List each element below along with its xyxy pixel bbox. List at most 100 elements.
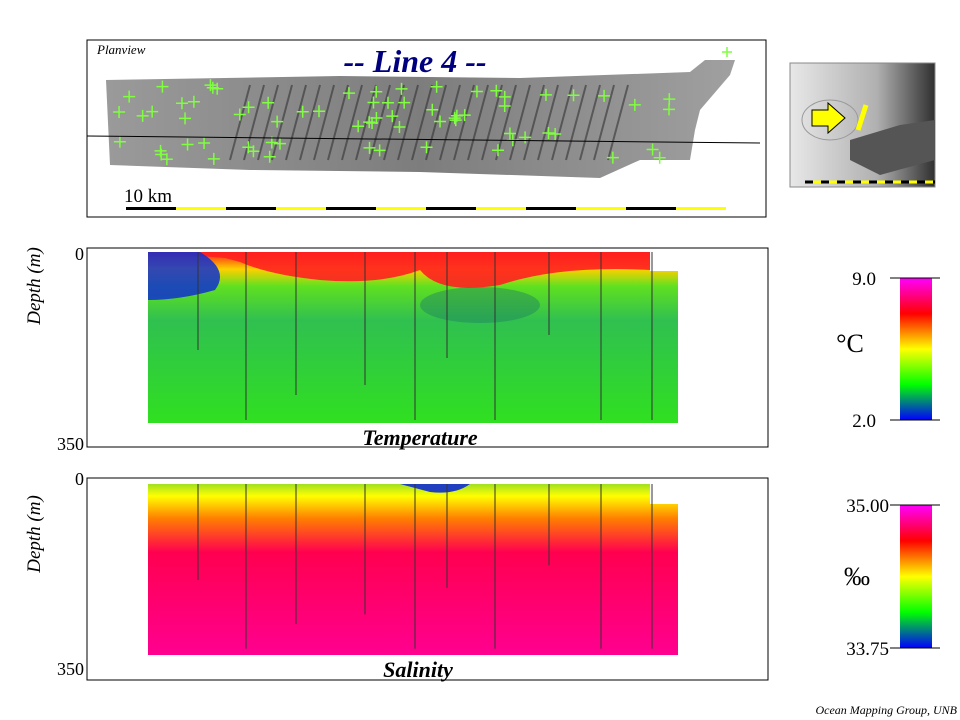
station — [470, 85, 483, 98]
inset-line — [855, 104, 869, 131]
station — [179, 112, 192, 125]
station — [539, 88, 552, 101]
scale-segment — [126, 207, 176, 210]
station — [156, 80, 169, 93]
station — [367, 96, 380, 109]
station — [262, 96, 275, 109]
y-tick-label: 350 — [57, 434, 84, 454]
ridge — [397, 84, 419, 161]
y-tick-label: 0 — [75, 244, 84, 264]
track-line — [86, 135, 761, 144]
scale-segment — [476, 207, 526, 210]
station — [271, 115, 284, 128]
station — [207, 152, 220, 165]
ridge — [257, 84, 279, 161]
station — [653, 151, 666, 164]
section-caption: Temperature — [362, 425, 478, 450]
ridge — [509, 84, 531, 161]
station — [382, 96, 395, 109]
station — [646, 143, 659, 156]
salinity-colorbar — [900, 505, 932, 648]
y-axis-label: Depth (m) — [24, 495, 45, 574]
station — [490, 84, 503, 97]
station — [273, 137, 286, 150]
y-axis-label: Depth (m) — [24, 247, 45, 326]
scale-segment — [626, 207, 676, 210]
station — [113, 105, 126, 118]
title: -- Line 4 -- — [343, 43, 486, 79]
ridge — [299, 84, 321, 161]
station — [491, 144, 504, 157]
inset-arrow — [811, 101, 846, 135]
station — [628, 98, 641, 111]
station — [393, 121, 406, 134]
station — [434, 115, 447, 128]
temperature-section — [148, 252, 678, 423]
ridge — [565, 84, 587, 161]
station — [448, 112, 461, 125]
station — [519, 131, 532, 144]
station — [373, 144, 386, 157]
salinity-fresh-patch — [400, 484, 470, 493]
station — [175, 97, 188, 110]
station — [370, 111, 383, 124]
station — [263, 150, 276, 163]
ridge — [579, 84, 601, 161]
station — [663, 93, 676, 106]
ridge — [607, 84, 629, 161]
scale-segment — [376, 207, 426, 210]
station — [187, 95, 200, 108]
scale-segment — [226, 207, 276, 210]
station — [722, 47, 732, 57]
credit: Ocean Mapping Group, UNB — [815, 703, 957, 717]
station — [204, 79, 217, 92]
ridge — [327, 84, 349, 161]
station — [242, 101, 255, 114]
station — [113, 135, 126, 148]
colorbar-min: 2.0 — [852, 411, 876, 432]
ridge — [551, 84, 573, 161]
station — [598, 89, 611, 102]
ridge — [453, 84, 475, 161]
scale-label: 10 km — [124, 186, 172, 207]
ridge — [593, 84, 615, 161]
station — [198, 136, 211, 149]
scale-segment — [426, 207, 476, 210]
salinity-casts — [197, 484, 653, 649]
station — [181, 138, 194, 151]
station — [395, 82, 408, 95]
scale-segment — [526, 207, 576, 210]
ridge — [537, 84, 559, 161]
station — [160, 153, 173, 166]
colorbar-max: 9.0 — [852, 269, 876, 290]
station — [136, 109, 149, 122]
ridge — [313, 84, 335, 161]
station — [363, 116, 376, 129]
salinity-section — [148, 484, 678, 655]
station — [398, 96, 411, 109]
planview-label: Planview — [96, 42, 146, 57]
station — [363, 141, 376, 154]
station — [542, 127, 555, 140]
swath-texture — [229, 84, 629, 161]
station — [567, 89, 580, 102]
ridge — [523, 84, 545, 161]
station — [352, 120, 365, 133]
station — [146, 105, 159, 118]
station — [420, 141, 433, 154]
station — [449, 114, 462, 127]
station — [498, 100, 511, 113]
y-tick-label: 350 — [57, 659, 84, 679]
station — [549, 127, 562, 140]
ridge — [229, 84, 251, 161]
scale-segment — [326, 207, 376, 210]
ridge — [341, 84, 363, 161]
ridge — [467, 84, 489, 161]
colorbar-min: 33.75 — [846, 639, 889, 660]
y-tick-label: 0 — [75, 469, 84, 489]
temperature-casts — [197, 252, 653, 420]
station — [426, 103, 439, 116]
inset-swath — [850, 120, 935, 175]
scale-segment — [176, 207, 226, 210]
